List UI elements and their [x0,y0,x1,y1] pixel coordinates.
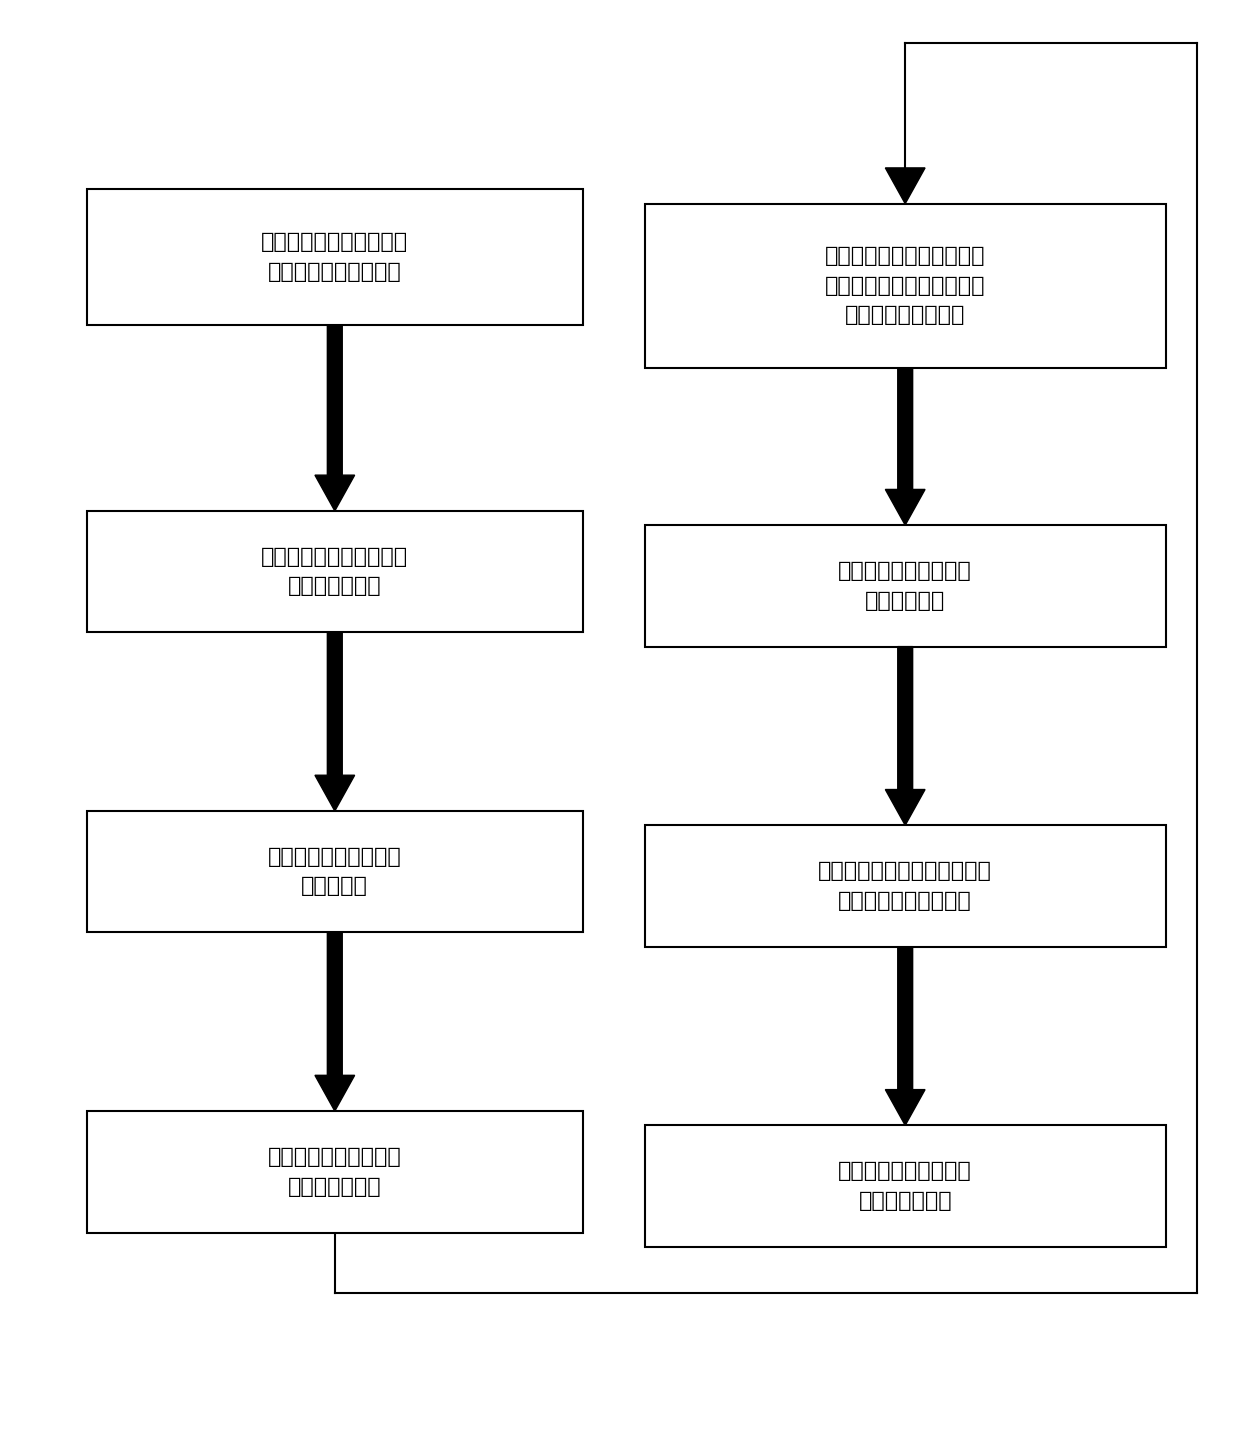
Text: 确定每个电连接器具体
选择的空点点号: 确定每个电连接器具体 选择的空点点号 [268,1147,402,1196]
Polygon shape [885,947,925,1126]
Text: 确定每个电连接器需要
用到的空点: 确定每个电连接器需要 用到的空点 [268,847,402,896]
Text: 确定各个电连接器的空点
数量及空点点号: 确定各个电连接器的空点 数量及空点点号 [262,547,408,596]
Bar [645,203,1166,369]
Text: 根据不同的供电方式，将电
连接器上选择的空点连接起
来，形成一个二端口: 根据不同的供电方式，将电 连接器上选择的空点连接起 来，形成一个二端口 [825,246,986,326]
Polygon shape [885,369,925,526]
Bar [87,190,583,326]
Bar [87,1112,583,1232]
Polygon shape [315,632,355,812]
Text: 选择电源、指示灯、限
流电阻和开关: 选择电源、指示灯、限 流电阻和开关 [838,562,972,610]
Polygon shape [315,326,355,512]
Bar [645,826,1166,947]
Polygon shape [885,167,925,203]
Text: 确定卫星供电方式及低频
电缆网电连接器的数量: 确定卫星供电方式及低频 电缆网电连接器的数量 [262,233,408,282]
Text: 插接电连接器，确定检
测回路正常工作: 插接电连接器，确定检 测回路正常工作 [838,1162,972,1210]
Text: 将二端口和电源、指示灯、限
流电阻、开关连接起来: 将二端口和电源、指示灯、限 流电阻、开关连接起来 [818,862,992,910]
Bar [87,812,583,932]
Bar [645,526,1166,647]
Polygon shape [885,647,925,826]
Bar [87,512,583,632]
Polygon shape [315,932,355,1112]
Bar [645,1126,1166,1246]
